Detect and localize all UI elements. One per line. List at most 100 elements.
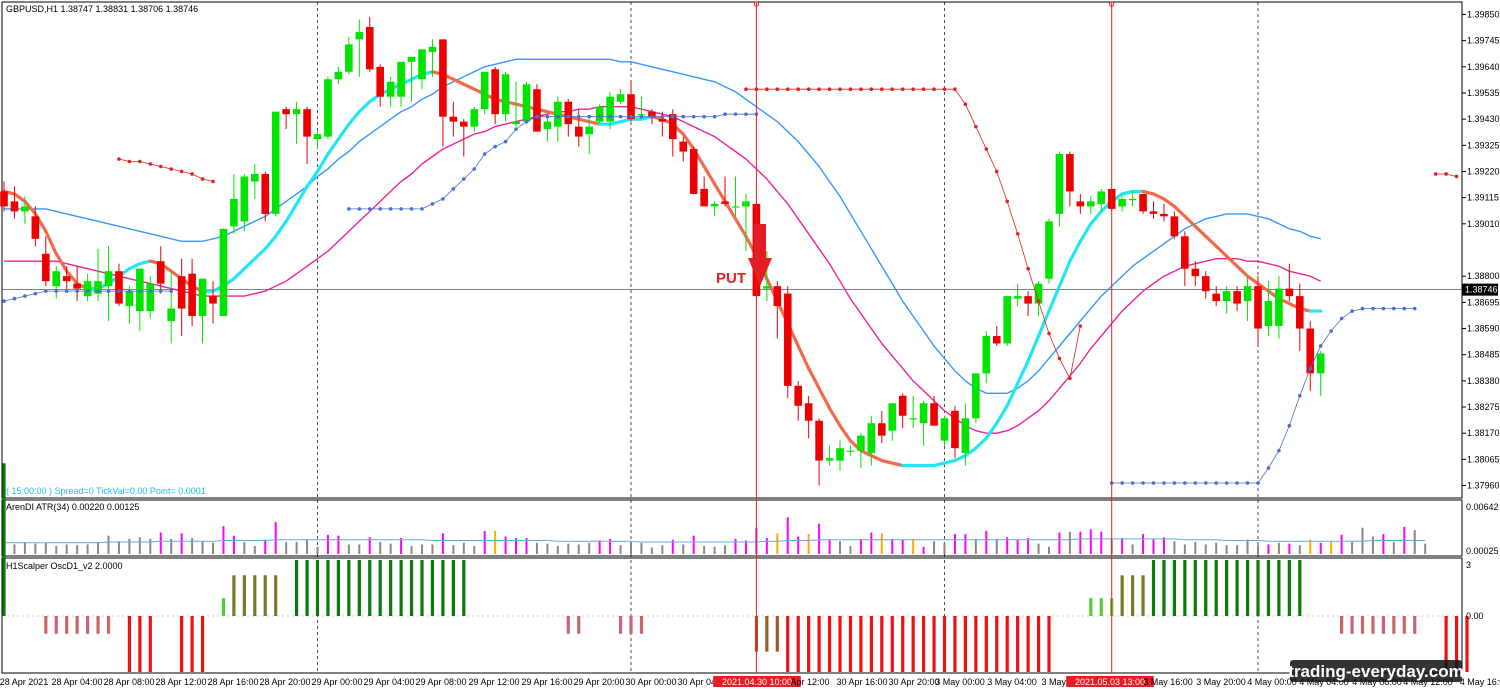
osc-bar: [378, 560, 382, 616]
ma-segment: [1204, 234, 1218, 248]
atr-bar: [588, 542, 591, 554]
candle-body: [115, 271, 123, 304]
candle-body: [1066, 154, 1074, 192]
candle-body: [1316, 353, 1325, 374]
osc-bar: [963, 616, 967, 672]
atr-bar: [191, 538, 194, 554]
candle-body: [595, 106, 604, 122]
candle-body: [125, 291, 134, 307]
candle-body: [742, 201, 750, 207]
x-tick-label: Apr 12:00: [790, 677, 829, 687]
candle-body: [21, 206, 29, 212]
osc-bar: [420, 560, 424, 616]
atr-bar: [44, 542, 47, 554]
atr-bar: [201, 541, 204, 554]
atr-bar: [953, 534, 956, 554]
signal-marker: [1109, 1, 1115, 7]
osc-bar: [451, 560, 455, 616]
osc-bar: [890, 616, 894, 672]
atr-bar: [1319, 542, 1322, 554]
candle-body: [0, 191, 8, 207]
atr-bar: [306, 539, 309, 554]
candle-body: [1243, 286, 1252, 302]
candle-body: [1181, 236, 1189, 269]
osc-bar: [253, 575, 257, 616]
candle-body: [1296, 296, 1304, 329]
osc-bar: [399, 560, 403, 616]
osc-bar: [1350, 616, 1354, 634]
candle-body: [825, 458, 834, 461]
atr-bar: [212, 542, 214, 554]
x-tick-label: 2021.04.30 10:00: [722, 677, 792, 687]
y-tick-label: 1.38380: [1467, 376, 1500, 386]
candle-body: [1191, 268, 1200, 277]
ma-segment: [807, 366, 821, 390]
sar-red-line: [745, 88, 1081, 380]
atr-bar: [1371, 536, 1374, 554]
osc-bar: [932, 616, 936, 672]
signal-time-box: [713, 676, 801, 687]
atr-bar: [494, 530, 497, 554]
atr-bar: [1016, 539, 1019, 554]
osc-bar: [1298, 560, 1302, 616]
candle-body: [1128, 198, 1137, 201]
atr-bar: [1068, 531, 1071, 554]
atr-bar: [274, 522, 277, 554]
atr-bar: [1173, 541, 1176, 554]
atr-bar: [807, 534, 810, 554]
atr-bar: [870, 532, 873, 554]
osc-bar: [357, 560, 361, 616]
osc-bar: [180, 616, 184, 672]
atr-bar: [839, 541, 841, 554]
signal-marker: [753, 1, 760, 7]
atr-pane: [1, 499, 1463, 557]
y-tick-label: 1.38065: [1467, 454, 1500, 464]
ma-segment: [963, 446, 978, 458]
atr-bar: [504, 536, 507, 554]
ma-segment: [859, 449, 873, 458]
candle-body: [42, 253, 50, 282]
atr-bar: [180, 533, 183, 554]
candle-body: [167, 308, 175, 322]
x-tick-label: 30 Apr 20:00: [888, 677, 939, 687]
osc-bar: [221, 598, 226, 616]
sar-blue-line: [348, 113, 757, 210]
candle-body: [794, 385, 802, 406]
osc-bar: [1016, 616, 1020, 672]
osc-bar: [138, 616, 142, 672]
atr-bar: [1236, 545, 1239, 554]
atr-bar: [849, 546, 852, 554]
ma-segment: [827, 406, 842, 428]
atr-bar: [922, 546, 925, 554]
candle-body: [1160, 213, 1168, 217]
atr-bar: [117, 541, 120, 554]
x-tick-label: 29 Apr 16:00: [521, 677, 572, 687]
osc-bar: [1465, 616, 1469, 672]
atr-bar: [1089, 529, 1092, 554]
osc-bar: [775, 616, 779, 652]
osc-bar: [566, 616, 570, 634]
candle-body: [209, 296, 217, 304]
atr-bar: [138, 537, 141, 554]
ma-segment: [1235, 264, 1250, 278]
current-price-label: 1.38746: [1465, 285, 1498, 295]
candle-body: [31, 216, 40, 239]
candle-body: [428, 46, 437, 52]
osc-bar: [1225, 560, 1229, 616]
candle-body: [637, 114, 646, 116]
osc-bar: [430, 560, 435, 616]
ma-segment: [723, 199, 738, 221]
atr-bar: [1048, 546, 1050, 554]
candle-body: [606, 96, 614, 122]
candle-body: [1222, 291, 1231, 302]
ma-segment: [1120, 189, 1135, 196]
candle-body: [857, 435, 865, 451]
ma-segment: [1151, 192, 1166, 201]
signal-time-box: [1066, 676, 1154, 687]
atr-bar: [1131, 544, 1134, 554]
atr-bar: [776, 533, 779, 554]
status-line: ( 15:00:00 ) Spread=0 TickVal=0.00 Point…: [6, 486, 206, 496]
candle-body: [1285, 288, 1294, 297]
atr-bar: [598, 540, 601, 554]
